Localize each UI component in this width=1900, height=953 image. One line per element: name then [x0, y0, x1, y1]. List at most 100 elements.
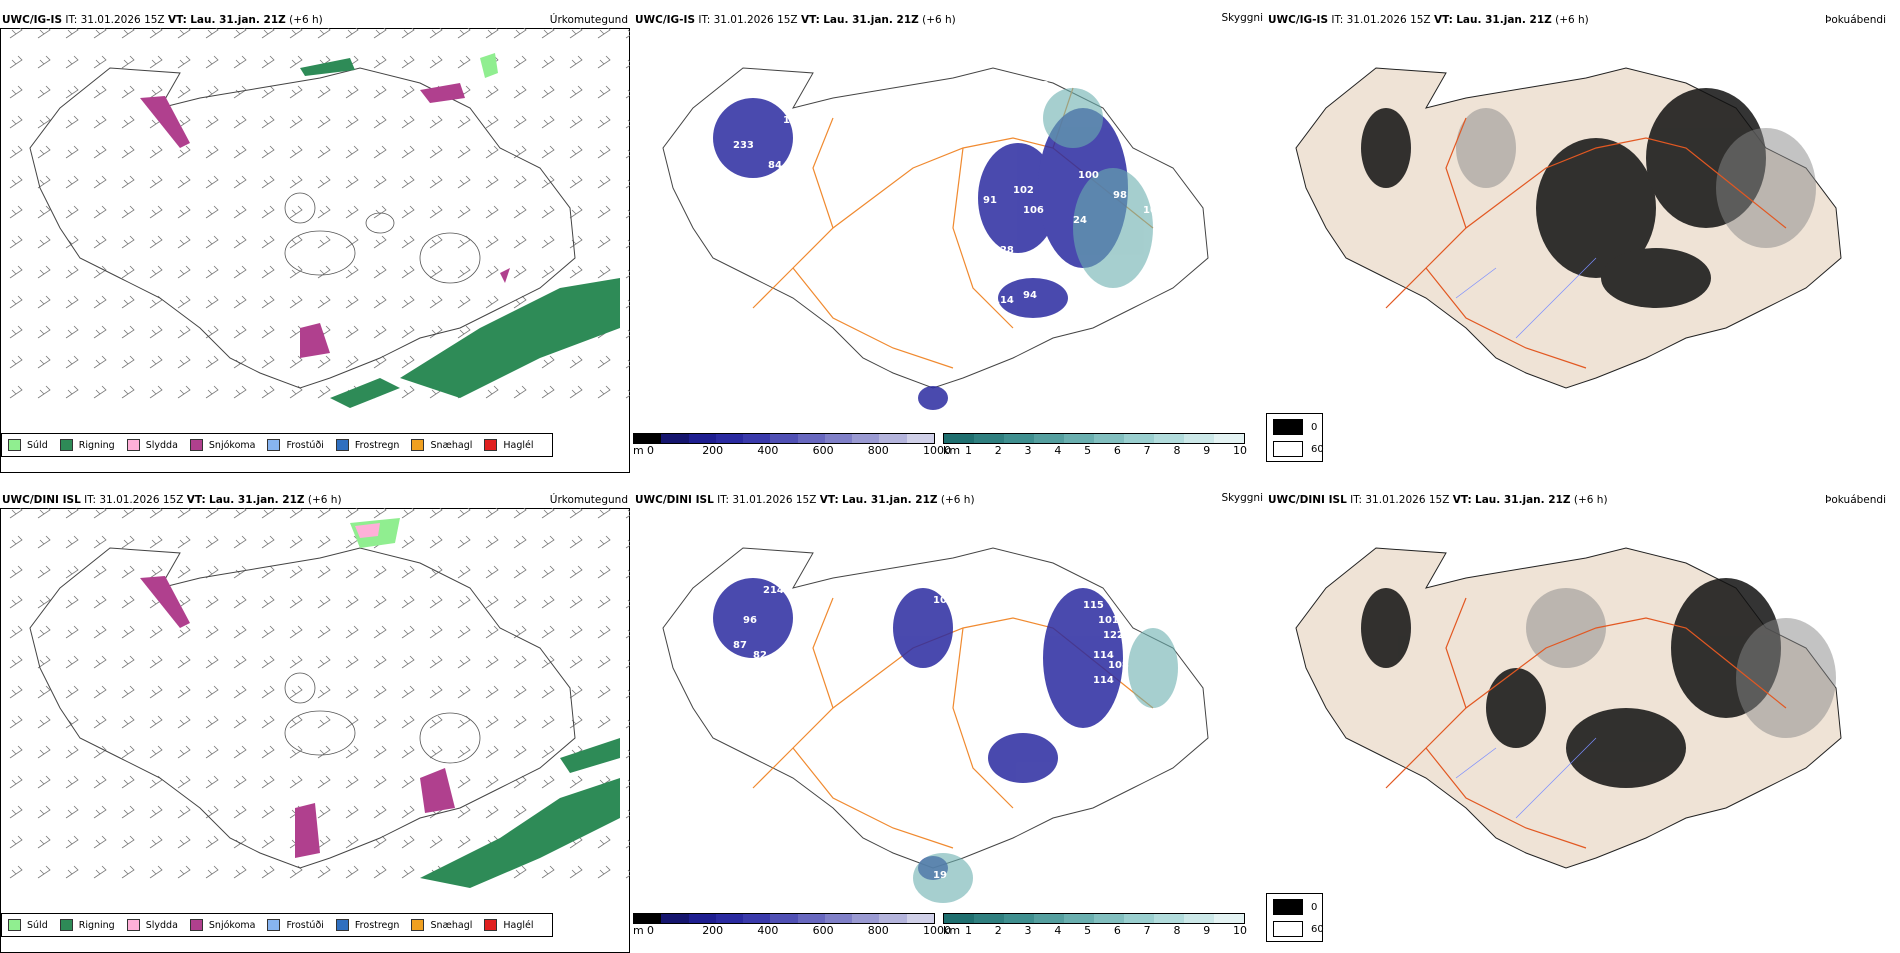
colorbar-tick: 200: [702, 444, 724, 457]
it-value: 31.01.2026 15Z: [1346, 14, 1431, 26]
wind-barb-icon: [93, 355, 107, 369]
wind-barb-icon: [401, 625, 415, 639]
precip-type-panel-row1: UWC/IG-IS IT: 31.01.2026 15Z VT: Lau. 31…: [0, 13, 630, 473]
ceiling-unit: m: [633, 444, 644, 457]
wind-barb-icon: [37, 775, 51, 789]
wind-barb-icon: [121, 625, 135, 639]
wind-barb-icon: [317, 805, 331, 819]
wind-barb-icon: [93, 508, 107, 519]
model-name: UWC/IG-IS: [1268, 14, 1329, 26]
wind-barb-icon: [261, 325, 275, 339]
wind-barb-icon: [373, 775, 387, 789]
wind-barb-icon: [9, 385, 23, 399]
wind-barb-icon: [513, 115, 527, 129]
wind-barb-icon: [37, 745, 51, 759]
wind-barb-icon: [429, 535, 443, 549]
wind-barb-icon: [93, 235, 107, 249]
visibility-label: 214: [763, 585, 784, 596]
wind-barb-icon: [65, 805, 79, 819]
wind-barb-icon: [121, 685, 135, 699]
wind-barb-icon: [541, 625, 555, 639]
wind-barb-icon: [177, 865, 191, 879]
wind-barb-icon: [513, 595, 527, 609]
wind-barb-icon: [177, 595, 191, 609]
wind-barb-icon: [233, 535, 247, 549]
wind-barb-icon: [233, 28, 247, 39]
precip-map[interactable]: [0, 508, 630, 913]
wind-barb-icon: [289, 595, 303, 609]
panel-title: Skyggni: [1221, 492, 1264, 504]
visibility-map[interactable]: 118 100 233 84 75 103 101 206 102 106 91 128 100 98 10…: [633, 28, 1263, 433]
wind-barb-icon: [261, 355, 275, 369]
wind-barb-icon: [345, 595, 359, 609]
wind-barb-icon: [597, 265, 611, 279]
panel-title: Úrkomutegund: [549, 14, 628, 26]
wind-barb-icon: [485, 775, 499, 789]
wind-barb-icon: [65, 385, 79, 399]
precip-map[interactable]: [0, 28, 630, 433]
wind-barb-icon: [625, 389, 630, 399]
wind-barb-icon: [261, 385, 275, 399]
fog-areas: [1043, 88, 1153, 288]
wind-barb-icon: [121, 175, 135, 189]
wind-barb-icon: [177, 28, 191, 39]
fog-map[interactable]: [1266, 508, 1896, 913]
wind-barb-icon: [205, 355, 219, 369]
wind-barb-icon: [597, 655, 611, 669]
wind-barb-icon: [93, 745, 107, 759]
wind-barb-icon: [317, 655, 331, 669]
fog-map[interactable]: [1266, 28, 1896, 433]
colorbar-segment: [661, 434, 689, 443]
wind-barb-icon: [121, 385, 135, 399]
wind-barb-icon: [513, 745, 527, 759]
colorbar-tick: 9: [1203, 444, 1211, 457]
wind-barb-icon: [65, 655, 79, 669]
wind-barb-icon: [569, 205, 583, 219]
colorbar-tick: 6: [1113, 444, 1121, 457]
rivers: [1455, 257, 1597, 339]
panel-title: Þokuábendi: [1825, 494, 1886, 506]
wind-barb-icon: [65, 595, 79, 609]
wind-barb-icon: [541, 145, 555, 159]
vt-value: Lau. 31.jan. 21Z: [823, 14, 919, 26]
legend-label: Slydda: [145, 439, 178, 451]
wind-barb-icon: [205, 265, 219, 279]
wind-barb-icon: [9, 535, 23, 549]
wind-barb-icon: [289, 295, 303, 309]
wind-barb-icon: [569, 265, 583, 279]
wind-barb-icon: [261, 205, 275, 219]
lead-time: (+6 h): [1573, 494, 1608, 506]
colorbar-segment: [1124, 914, 1154, 923]
colorbar-segment: [1184, 434, 1214, 443]
wind-barb-icon: [149, 175, 163, 189]
wind-barb-icon: [233, 685, 247, 699]
wind-barb-icon: [289, 565, 303, 579]
colorbar-segment: [906, 434, 934, 443]
iceland-outline: [29, 547, 576, 869]
legend-label: Rigning: [78, 439, 115, 451]
colorbar-tick: 2: [994, 924, 1002, 937]
legend-label: Frostregn: [354, 439, 400, 451]
wind-barb-icon: [317, 295, 331, 309]
wind-barb-icon: [429, 685, 443, 699]
wind-barb-icon: [121, 235, 135, 249]
wind-barb-icon: [457, 745, 471, 759]
wind-barb-icon: [429, 265, 443, 279]
colorbar-segment: [879, 914, 907, 923]
wind-barb-icon: [121, 28, 135, 39]
legend-swatch: [484, 919, 498, 931]
wind-barb-icon: [541, 715, 555, 729]
wind-barb-icon: [345, 295, 359, 309]
wind-barb-icon: [149, 205, 163, 219]
wind-barb-icon: [625, 299, 630, 309]
wind-barb-icon: [569, 508, 583, 519]
wind-barb-icon: [457, 565, 471, 579]
wind-barb-icon: [625, 539, 630, 549]
wind-barb-icon: [485, 145, 499, 159]
model-name: UWC/DINI ISL: [2, 494, 81, 506]
wind-barb-icon: [93, 535, 107, 549]
colorbar-segment: [770, 914, 798, 923]
visibility-label: 102: [1013, 185, 1034, 196]
wind-barb-icon: [373, 265, 387, 279]
